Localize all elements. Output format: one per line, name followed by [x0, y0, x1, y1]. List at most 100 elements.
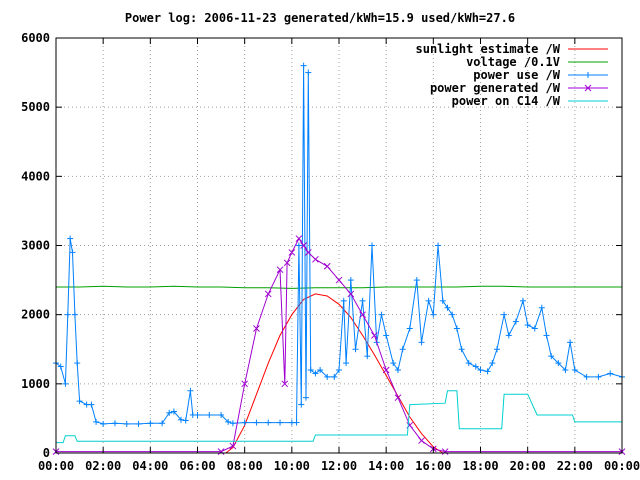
x-tick-label: 04:00	[132, 459, 168, 473]
data-point	[484, 368, 491, 375]
legend-item: sunlight estimate /W	[416, 42, 608, 56]
data-point	[538, 304, 545, 311]
data-point	[449, 311, 456, 318]
data-point	[418, 339, 425, 346]
data-point	[413, 277, 420, 284]
data-point	[302, 394, 309, 401]
data-point	[369, 242, 376, 249]
data-point	[425, 297, 432, 304]
data-point	[64, 311, 71, 318]
legend-marker	[584, 84, 592, 92]
data-point	[465, 360, 472, 367]
data-point	[225, 418, 232, 425]
x-tick-label: 06:00	[179, 459, 215, 473]
data-point	[288, 249, 296, 256]
y-tick-label: 4000	[21, 169, 50, 183]
data-point	[166, 409, 173, 416]
data-point	[364, 353, 371, 360]
data-point	[57, 363, 64, 370]
data-point	[382, 366, 390, 374]
data-point	[323, 262, 331, 270]
data-point	[300, 242, 307, 249]
data-point	[123, 420, 130, 427]
data-point	[74, 360, 81, 367]
data-point	[324, 373, 331, 380]
data-point	[583, 373, 590, 380]
legend-item: power use /W	[473, 68, 608, 82]
data-point	[371, 332, 378, 339]
data-point	[241, 380, 249, 388]
data-point	[264, 290, 272, 298]
data-point	[295, 235, 303, 242]
data-point	[71, 311, 78, 318]
data-point	[343, 360, 350, 367]
legend-item: power generated /W	[430, 81, 608, 95]
data-point	[543, 332, 550, 339]
data-point	[277, 419, 284, 426]
data-point	[229, 442, 237, 450]
data-point	[394, 367, 401, 373]
data-point	[331, 373, 338, 380]
legend-label: power generated /W	[430, 81, 561, 95]
data-point	[335, 276, 343, 284]
data-point	[217, 448, 225, 455]
data-point	[501, 311, 508, 318]
data-point	[229, 420, 236, 427]
data-point	[390, 360, 397, 367]
data-point	[69, 249, 76, 256]
x-tick-label: 08:00	[227, 459, 263, 473]
data-point	[378, 311, 385, 318]
series-line	[56, 237, 622, 453]
data-point	[555, 360, 562, 367]
data-point	[519, 297, 526, 304]
data-point	[265, 419, 272, 426]
legend-label: power use /W	[473, 68, 560, 82]
data-point	[347, 277, 354, 284]
series-line	[225, 293, 444, 454]
data-point	[567, 339, 574, 346]
series-1	[56, 285, 622, 289]
data-point	[295, 242, 302, 249]
data-point	[562, 367, 569, 373]
data-point	[76, 398, 83, 405]
data-point	[276, 266, 284, 274]
data-point	[300, 62, 307, 69]
data-point	[170, 408, 177, 415]
data-point	[383, 332, 390, 339]
y-tick-label: 5000	[21, 100, 50, 114]
data-point	[418, 437, 425, 444]
data-point	[352, 346, 359, 353]
data-point	[406, 325, 413, 332]
data-point	[430, 311, 437, 318]
data-point	[159, 420, 166, 427]
series-line	[56, 285, 622, 289]
x-tick-label: 02:00	[85, 459, 121, 473]
data-point	[281, 380, 289, 388]
data-point	[283, 259, 291, 267]
series-layer	[52, 62, 626, 455]
y-tick-label: 2000	[21, 308, 50, 322]
y-tick-label: 6000	[21, 31, 50, 45]
data-point	[453, 325, 460, 332]
data-point	[187, 387, 194, 394]
data-point	[399, 346, 406, 353]
data-point	[253, 325, 260, 332]
data-point	[359, 297, 366, 304]
legend-label: power on C14 /W	[452, 94, 561, 108]
data-point	[293, 419, 300, 426]
x-tick-label: 22:00	[557, 459, 593, 473]
data-point	[111, 420, 118, 427]
data-point	[304, 249, 312, 256]
series-0	[225, 293, 444, 454]
legend-item: voltage /0.1V	[466, 55, 608, 69]
series-line	[56, 390, 622, 444]
data-point	[441, 448, 449, 455]
data-point	[312, 255, 319, 263]
data-point	[531, 325, 538, 332]
x-tick-label: 18:00	[462, 459, 498, 473]
legend-label: voltage /0.1V	[466, 55, 560, 69]
series-3	[52, 235, 626, 455]
data-point	[100, 420, 107, 427]
data-point	[548, 353, 555, 360]
